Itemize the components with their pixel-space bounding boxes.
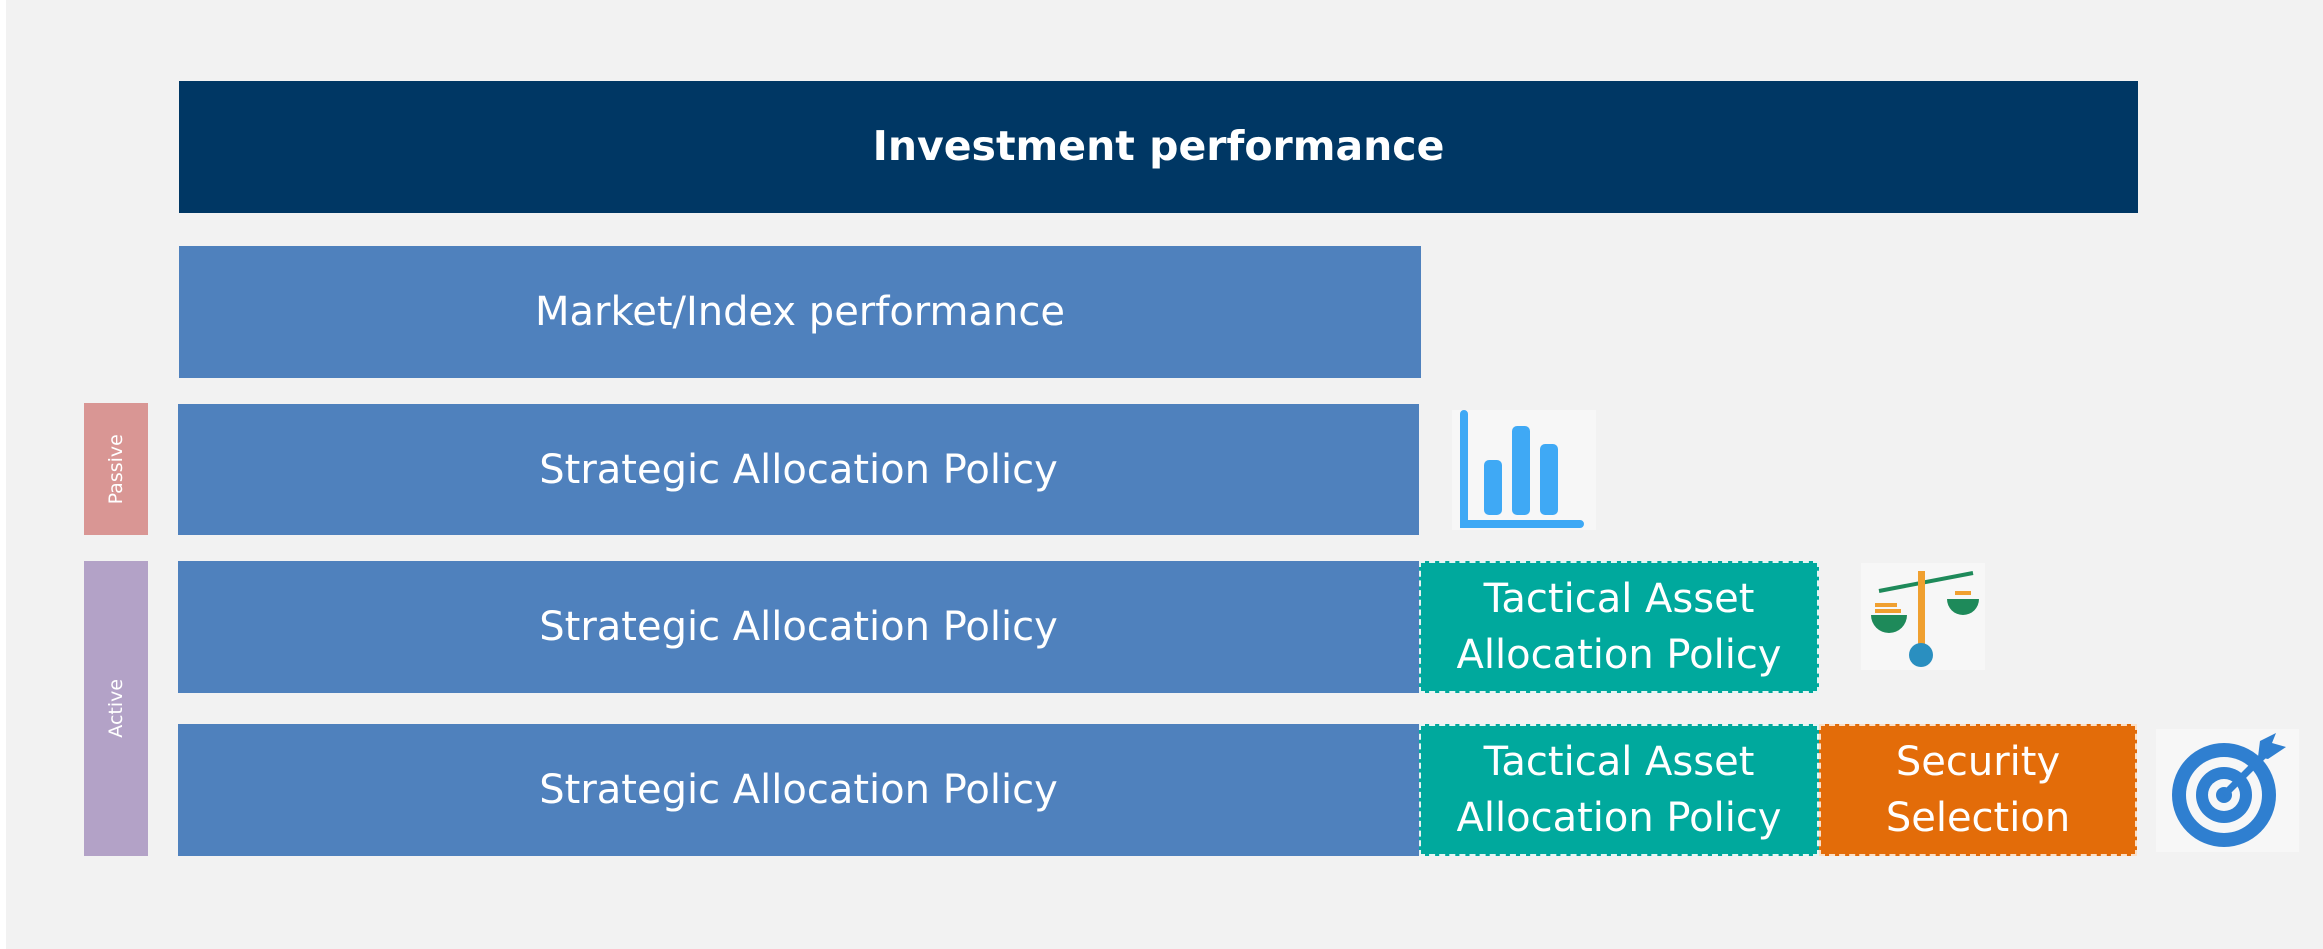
active-label: Active (84, 561, 148, 856)
passive-text: Passive (104, 433, 127, 505)
strategic-bar: Strategic Allocation Policy (178, 404, 1419, 535)
passive-label: Passive (84, 403, 148, 535)
strategic-bar: Strategic Allocation Policy (178, 724, 1419, 856)
bar-chart-icon (1452, 410, 1596, 530)
title-bar: Investment performance (179, 81, 2138, 213)
diagram: Investment performance Market/Index perf… (6, 0, 2323, 949)
strategic-bar: Strategic Allocation Policy (178, 561, 1419, 693)
active-text: Active (104, 679, 127, 738)
tactical-bar: Tactical Asset Allocation Policy (1419, 724, 1819, 856)
target-icon (2156, 729, 2299, 852)
security-bar: Security Selection (1819, 724, 2137, 856)
tactical-bar: Tactical Asset Allocation Policy (1419, 561, 1819, 693)
market-bar: Market/Index performance (179, 246, 1421, 378)
scale-icon (1861, 563, 1985, 670)
